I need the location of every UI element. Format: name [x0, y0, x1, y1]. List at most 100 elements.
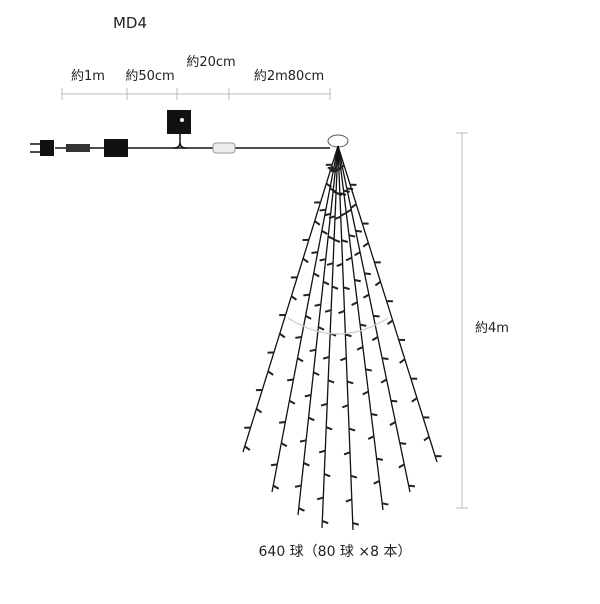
bulb	[281, 443, 287, 446]
bulb	[327, 263, 333, 265]
bulb	[325, 310, 331, 312]
bulb	[310, 350, 316, 351]
bulb	[328, 380, 334, 382]
bulb	[372, 337, 377, 340]
bulb	[340, 358, 346, 360]
bulb	[346, 258, 352, 261]
cable	[55, 134, 330, 148]
bulb	[363, 295, 368, 298]
strand	[298, 146, 338, 515]
bulb	[279, 422, 285, 423]
bulb	[287, 379, 293, 380]
bulb	[256, 409, 261, 413]
bulb	[273, 486, 279, 489]
dimension-label: 約4m	[475, 321, 509, 336]
bulb	[357, 347, 363, 350]
bulb	[356, 231, 362, 232]
bulb	[382, 358, 388, 359]
bulb	[304, 463, 310, 466]
bulb	[322, 231, 328, 234]
bulb	[305, 395, 311, 396]
bulb	[365, 273, 371, 274]
connector	[213, 143, 235, 153]
bulb	[355, 280, 361, 281]
bulb	[337, 264, 343, 266]
bulb	[342, 240, 348, 242]
bulb	[412, 398, 417, 402]
bulb	[317, 498, 323, 500]
bulb	[400, 443, 406, 444]
bulb	[363, 392, 369, 395]
strand	[243, 146, 338, 452]
bulb	[399, 464, 404, 467]
bulb	[289, 401, 295, 404]
bulb	[342, 405, 348, 407]
bulb	[300, 440, 306, 441]
bulb	[334, 240, 340, 242]
bulb	[323, 282, 329, 285]
bulb	[400, 359, 405, 363]
bulb	[368, 436, 374, 439]
bulb	[314, 273, 320, 276]
bulb	[324, 214, 330, 215]
top-ring	[328, 135, 348, 147]
bulb	[303, 259, 308, 263]
bulb	[377, 459, 383, 460]
bulb	[320, 259, 326, 260]
bulb	[268, 371, 273, 375]
bulb	[315, 221, 320, 225]
bulb	[344, 191, 350, 192]
bulb	[346, 210, 351, 213]
bulb	[323, 357, 329, 359]
bulb	[341, 213, 347, 216]
bulb	[373, 316, 379, 317]
bulb	[371, 414, 377, 415]
bulb	[303, 295, 309, 296]
bulb	[374, 481, 380, 484]
bulb	[271, 464, 277, 465]
bulb	[324, 474, 330, 476]
bulb	[309, 418, 315, 421]
model-name: MD4	[113, 14, 147, 32]
bulb	[351, 476, 357, 478]
bulb	[349, 235, 355, 236]
bulb	[391, 401, 397, 402]
bulb	[280, 334, 285, 338]
bulb	[388, 320, 393, 324]
bulb	[335, 217, 341, 219]
controller	[104, 139, 128, 157]
bulb	[353, 523, 359, 525]
bulb	[332, 287, 338, 289]
bulb	[298, 358, 304, 361]
bulb	[382, 503, 388, 504]
dimension-label: 約50cm	[125, 69, 174, 84]
dimension-label: 約2m80cm	[254, 69, 324, 84]
adapter	[167, 110, 191, 134]
bulb	[409, 486, 415, 487]
dimension-vertical	[456, 133, 468, 508]
strand	[322, 146, 338, 528]
bulb	[375, 282, 380, 286]
adapter-led	[180, 118, 184, 122]
bulb	[360, 325, 366, 326]
light-strands	[243, 146, 442, 530]
bulb	[322, 521, 328, 523]
bulb	[390, 422, 395, 425]
bulb	[349, 429, 355, 431]
bulb	[313, 372, 319, 375]
bulb	[355, 252, 360, 255]
caption: 640 球（80 球 ×8 本）	[259, 544, 412, 560]
bulb	[295, 486, 301, 487]
bulb	[351, 204, 356, 208]
bulb	[311, 252, 317, 253]
bulb	[347, 382, 353, 384]
bulb	[366, 369, 372, 370]
bulb	[245, 446, 250, 450]
bulb	[315, 304, 321, 305]
dimension-label: 約20cm	[186, 55, 235, 70]
bulb	[352, 302, 358, 305]
dimension-label: 約1m	[71, 69, 105, 84]
bulb	[381, 379, 386, 382]
bulb	[326, 427, 332, 429]
